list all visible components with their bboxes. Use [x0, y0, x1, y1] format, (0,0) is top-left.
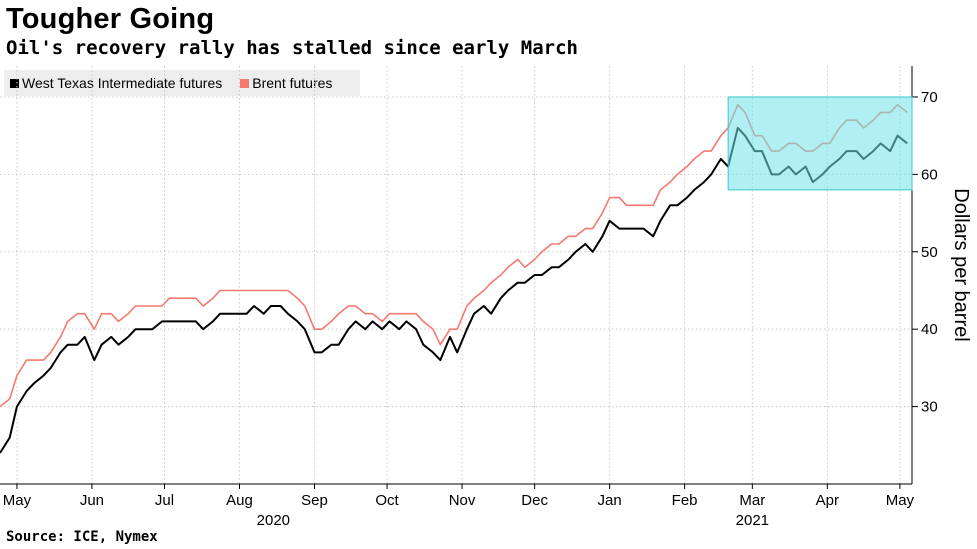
y-tick-label: 40 [921, 321, 938, 338]
y-tick-label: 30 [921, 399, 938, 416]
source-note: Source: ICE, Nymex [6, 529, 158, 545]
legend-item-wti: West Texas Intermediate futures [10, 75, 222, 91]
x-tick-label: Sep [301, 492, 328, 509]
legend-label-brent: Brent futures [252, 75, 333, 91]
x-tick-label: Jul [155, 492, 174, 509]
y-tick-label: 70 [921, 89, 938, 106]
highlight-box [727, 96, 913, 191]
chart-subtitle: Oil's recovery rally has stalled since e… [6, 37, 578, 59]
legend-swatch-brent [240, 78, 250, 88]
x-tick-label: Apr [816, 492, 839, 509]
legend-item-brent: Brent futures [240, 75, 332, 91]
x-year-label: 2021 [736, 512, 769, 529]
legend-swatch-wti [10, 78, 19, 88]
legend: West Texas Intermediate futures Brent fu… [4, 70, 360, 96]
chart-title: Tougher Going [6, 3, 215, 35]
x-tick-label: Dec [521, 492, 548, 509]
x-tick-label: Jan [598, 492, 622, 509]
y-tick-label: 50 [921, 244, 938, 261]
x-tick-label: Feb [672, 492, 698, 509]
x-tick-label: Jun [80, 492, 104, 509]
x-tick-label: Nov [449, 492, 476, 509]
y-tick-label: 60 [921, 166, 938, 183]
legend-label-wti: West Texas Intermediate futures [22, 75, 223, 91]
y-axis-label: Dollars per barrel [950, 188, 972, 341]
x-tick-label: Mar [739, 492, 765, 509]
x-tick-label: May [886, 492, 915, 509]
x-tick-label: Aug [226, 492, 253, 509]
x-tick-label: May [3, 492, 32, 509]
x-tick-label: Oct [375, 492, 399, 509]
x-year-label: 2020 [257, 512, 290, 529]
